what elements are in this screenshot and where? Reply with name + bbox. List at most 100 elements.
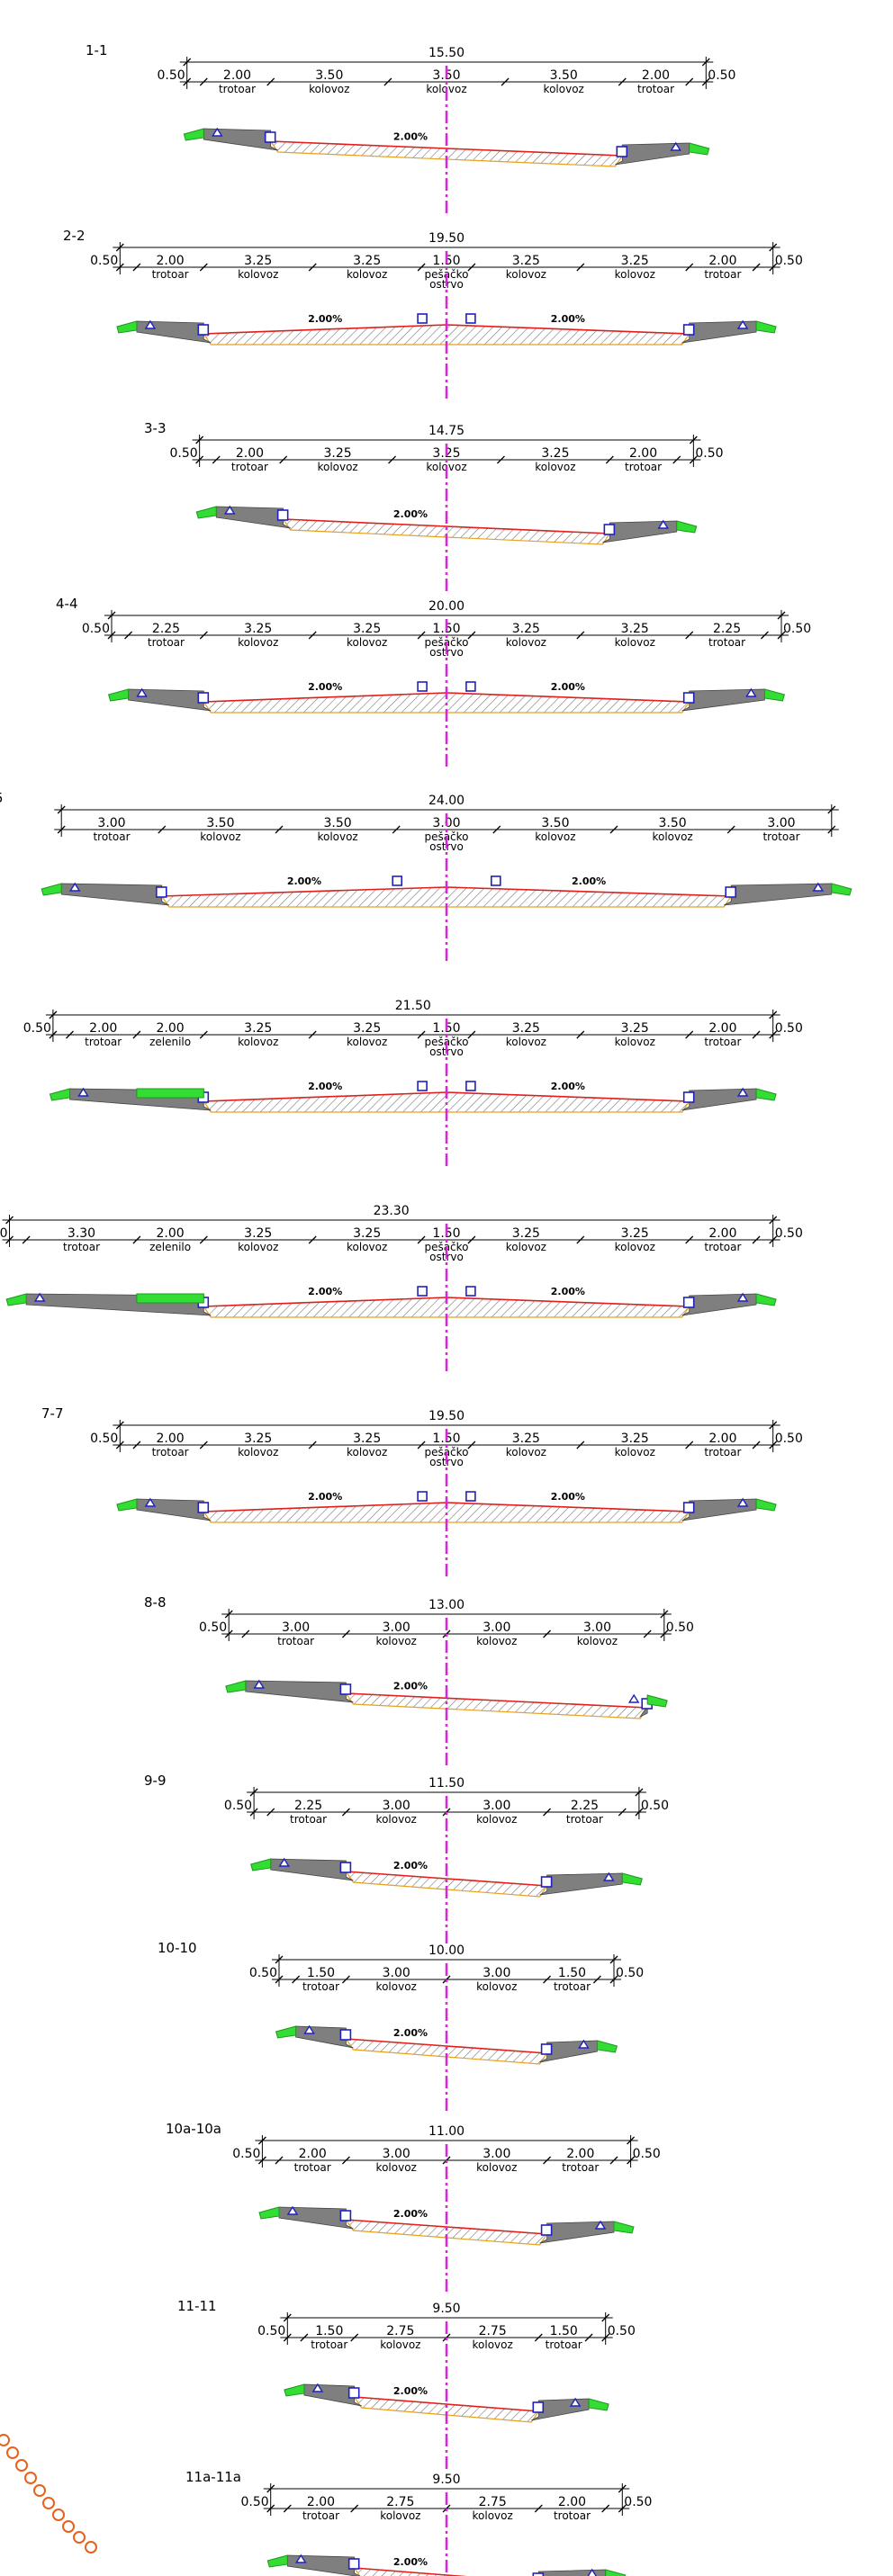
dim-tick [618, 2504, 627, 2513]
dim-tick [279, 455, 288, 464]
curb [339, 1683, 352, 1695]
segment-width: 3.00 [282, 1620, 310, 1635]
dim-tick [601, 2313, 610, 2322]
segment-name: trotoar [152, 268, 189, 281]
cross-slope: 2.00% [393, 508, 428, 520]
segment-width: 0.50 [633, 2147, 661, 2161]
dim-tick [769, 1216, 778, 1225]
segment-width: 3.25 [541, 446, 569, 461]
segment-width: 2.25 [713, 622, 741, 636]
dim-tick [601, 2333, 610, 2342]
dim-tick [257, 2156, 266, 2165]
cross-section: 11a-11a 9.500.50 2.00trotoar2.75kolovoz2.7… [185, 2469, 652, 2576]
dim-tick [417, 631, 426, 640]
segment-width: 0.50 [241, 2495, 269, 2509]
segment-name: kolovoz [615, 1036, 655, 1048]
cross-section: 9-9 11.500.50 2.25trotoar3.00kolovoz3.00ko… [144, 1773, 669, 1946]
island-curb [417, 1081, 428, 1091]
dim-tick [685, 1235, 694, 1244]
slope-right [605, 2569, 627, 2576]
cross-section: 21.500.50 2.00trotoar2.00zelenilo3.25kolo… [23, 999, 803, 1169]
dim-tick [534, 2504, 543, 2513]
dim-tick [341, 1629, 350, 1638]
dim-tick [752, 1441, 761, 1450]
segment-name: trotoar [277, 1635, 314, 1647]
segment-name: trotoar [562, 2161, 599, 2174]
dim-tick [241, 1629, 250, 1638]
cross-slope: 2.00% [572, 875, 606, 887]
dim-tick [199, 1030, 208, 1039]
dim-tick [266, 77, 275, 86]
marker [223, 505, 236, 515]
curb [532, 2572, 545, 2576]
dim-tick [827, 825, 836, 834]
cross-slope: 2.00% [308, 1081, 342, 1092]
marker [68, 882, 81, 892]
slope-right [689, 142, 710, 156]
dim-tick [685, 77, 694, 86]
segment-name: kolovoz [476, 1980, 517, 1993]
dim-tick [467, 1235, 476, 1244]
dim-tick [576, 1235, 585, 1244]
segment-width: 3.00 [383, 1799, 410, 1813]
marker [657, 519, 670, 529]
segment-width: 3.50 [550, 68, 578, 83]
cross-slope: 2.00% [287, 875, 321, 887]
segment-name: zelenilo [149, 1241, 191, 1253]
marker [603, 1871, 615, 1881]
dim-tick [5, 1235, 14, 1244]
segment-width: 2.00 [307, 2495, 335, 2509]
dim-tick [417, 1441, 426, 1450]
dim-tick [300, 2333, 309, 2342]
segment-name: trotoar [554, 2509, 591, 2522]
cross-slope: 2.00% [551, 1081, 585, 1092]
road-surface [346, 1871, 547, 1887]
segment-width: 2.00 [566, 2147, 594, 2161]
slope-left [107, 688, 130, 702]
marker [253, 1679, 266, 1689]
dim-tick [701, 58, 710, 67]
dim-tick [618, 1808, 627, 1817]
dim-tick [534, 2333, 543, 2342]
dim-tick [275, 1955, 284, 1964]
cross-section: 23.300.503.30trotoar2.00zelenilo3.25kolo… [0, 1204, 803, 1374]
dim-tick [266, 1808, 275, 1817]
dim-tick [224, 1629, 233, 1638]
segment-name: kolovoz [347, 1446, 387, 1459]
segment-name: trotoar [625, 461, 662, 473]
segment-width: 3.25 [512, 1021, 540, 1036]
slope-right [676, 520, 698, 534]
cross-slope: 2.00% [308, 313, 342, 325]
segment-width: 3.25 [324, 446, 352, 461]
cross-section: 2-2 19.500.50 2.00trotoar3.25kolovoz3.25ko… [63, 228, 803, 401]
dim-tick [275, 2156, 284, 2165]
cross-slope: 2.00% [393, 2208, 428, 2220]
marker [144, 1497, 157, 1507]
curb [725, 886, 737, 898]
dim-tick [308, 263, 317, 272]
segment-name: trotoar [93, 830, 130, 843]
segment-name: kolovoz [380, 2338, 420, 2351]
curb [347, 2387, 360, 2399]
cross-section: 10-10 10.000.50 1.50trotoar3.00kolovoz3.00… [158, 1940, 644, 2114]
segment-name: kolovoz [506, 1446, 546, 1459]
segment-width: 0.50 [232, 2147, 260, 2161]
dim-tick [501, 77, 510, 86]
cross-slope: 2.00% [308, 1491, 342, 1503]
segment-width: 3.00 [383, 1620, 410, 1635]
segment-name: kolovoz [577, 1635, 618, 1647]
dim-tick [57, 805, 66, 814]
segment-name: kolovoz [476, 2161, 517, 2174]
segment-name: trotoar [546, 2338, 582, 2351]
section-label: 3-3 [144, 420, 167, 436]
segment-width: 3.25 [244, 1021, 272, 1036]
dim-tick [467, 1030, 476, 1039]
segment-width: 2.75 [479, 2495, 507, 2509]
dim-tick [350, 2504, 359, 2513]
dim-tick [308, 1235, 317, 1244]
dim-tick [672, 455, 681, 464]
section-label: 11-11 [177, 2298, 217, 2314]
segment-width: 3.25 [621, 254, 649, 268]
slope-right [588, 2398, 609, 2411]
segment-name: kolovoz [347, 1241, 387, 1253]
